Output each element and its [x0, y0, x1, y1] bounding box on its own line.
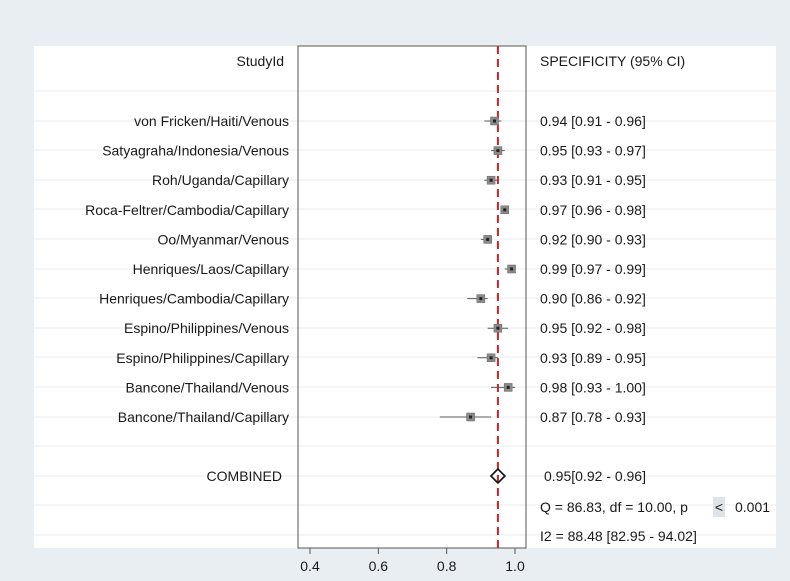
x-axis: 0.4 0.6 0.8 1.0: [300, 548, 525, 574]
study-point-center: [503, 208, 507, 212]
study-point-center: [479, 297, 483, 301]
study-label: Espino/Philippines/Venous: [124, 320, 289, 336]
study-ci-text: 0.92 [0.90 - 0.93]: [540, 231, 646, 247]
combined-label: COMBINED: [207, 468, 282, 484]
study-point-center: [496, 326, 500, 330]
study-ci-text: 0.95 [0.93 - 0.97]: [540, 143, 646, 159]
study-point-center: [489, 356, 493, 360]
study-ci-text: 0.90 [0.86 - 0.92]: [540, 291, 646, 307]
study-ci-text: 0.93 [0.91 - 0.95]: [540, 172, 646, 188]
header-specificity: SPECIFICITY (95% CI): [540, 53, 685, 69]
study-label: Bancone/Thailand/Capillary: [118, 409, 289, 425]
study-label: Roh/Uganda/Capillary: [152, 172, 289, 188]
q-stat-text: Q = 86.83, df = 10.00, p: [540, 499, 688, 515]
study-label: Espino/Philippines/Capillary: [116, 350, 289, 366]
plot-frame: [297, 45, 527, 549]
study-ci-text: 0.94 [0.91 - 0.96]: [540, 113, 646, 129]
plot-panel: [34, 46, 776, 548]
study-ci-text: 0.87 [0.78 - 0.93]: [540, 409, 646, 425]
study-point-center: [496, 149, 500, 153]
study-label: von Fricken/Haiti/Venous: [134, 113, 289, 129]
ci-texts: 0.94 [0.91 - 0.96] 0.95 [0.93 - 0.97] 0.93…: [540, 113, 646, 484]
q-symbol: <: [715, 499, 723, 515]
study-ci-text: 0.93 [0.89 - 0.95]: [540, 350, 646, 366]
study-label: Oo/Myanmar/Venous: [157, 231, 289, 247]
q-p-value: 0.001: [735, 499, 770, 515]
study-ci-text: 0.98 [0.93 - 1.00]: [540, 379, 646, 395]
x-tick-label: 0.6: [369, 558, 389, 574]
study-point-center: [510, 267, 514, 271]
combined-ci-text: 0.95[0.92 - 0.96]: [544, 468, 646, 484]
study-ci-text: 0.97 [0.96 - 0.98]: [540, 202, 646, 218]
study-point-center: [489, 178, 493, 182]
study-point-center: [506, 385, 510, 389]
grid-lines: [34, 90, 776, 536]
study-point-center: [469, 415, 473, 419]
study-point-center: [493, 119, 496, 123]
study-label: Henriques/Laos/Capillary: [133, 261, 289, 277]
combined-diamond: [489, 467, 507, 485]
study-labels: von Fricken/Haiti/Venous Satyagraha/Indon…: [85, 113, 289, 484]
x-tick-label: 0.8: [437, 558, 457, 574]
i2-stat-text: I2 = 88.48 [82.95 - 94.02]: [540, 528, 697, 544]
study-marks: [439, 116, 516, 485]
q-symbol-highlight: [713, 497, 725, 517]
x-tick-label: 1.0: [505, 558, 525, 574]
header-study-id: StudyId: [237, 53, 284, 69]
study-label: Satyagraha/Indonesia/Venous: [102, 143, 289, 159]
heterogeneity-q: Q = 86.83, df = 10.00, p < 0.001: [540, 497, 770, 517]
study-label: Roca-Feltrer/Cambodia/Capillary: [85, 202, 289, 218]
study-point-center: [486, 237, 490, 241]
x-tick-label: 0.4: [300, 558, 320, 574]
study-label: Bancone/Thailand/Venous: [126, 379, 289, 395]
study-ci-text: 0.99 [0.97 - 0.99]: [540, 261, 646, 277]
study-label: Henriques/Cambodia/Capillary: [99, 291, 289, 307]
study-ci-text: 0.95 [0.92 - 0.98]: [540, 320, 646, 336]
